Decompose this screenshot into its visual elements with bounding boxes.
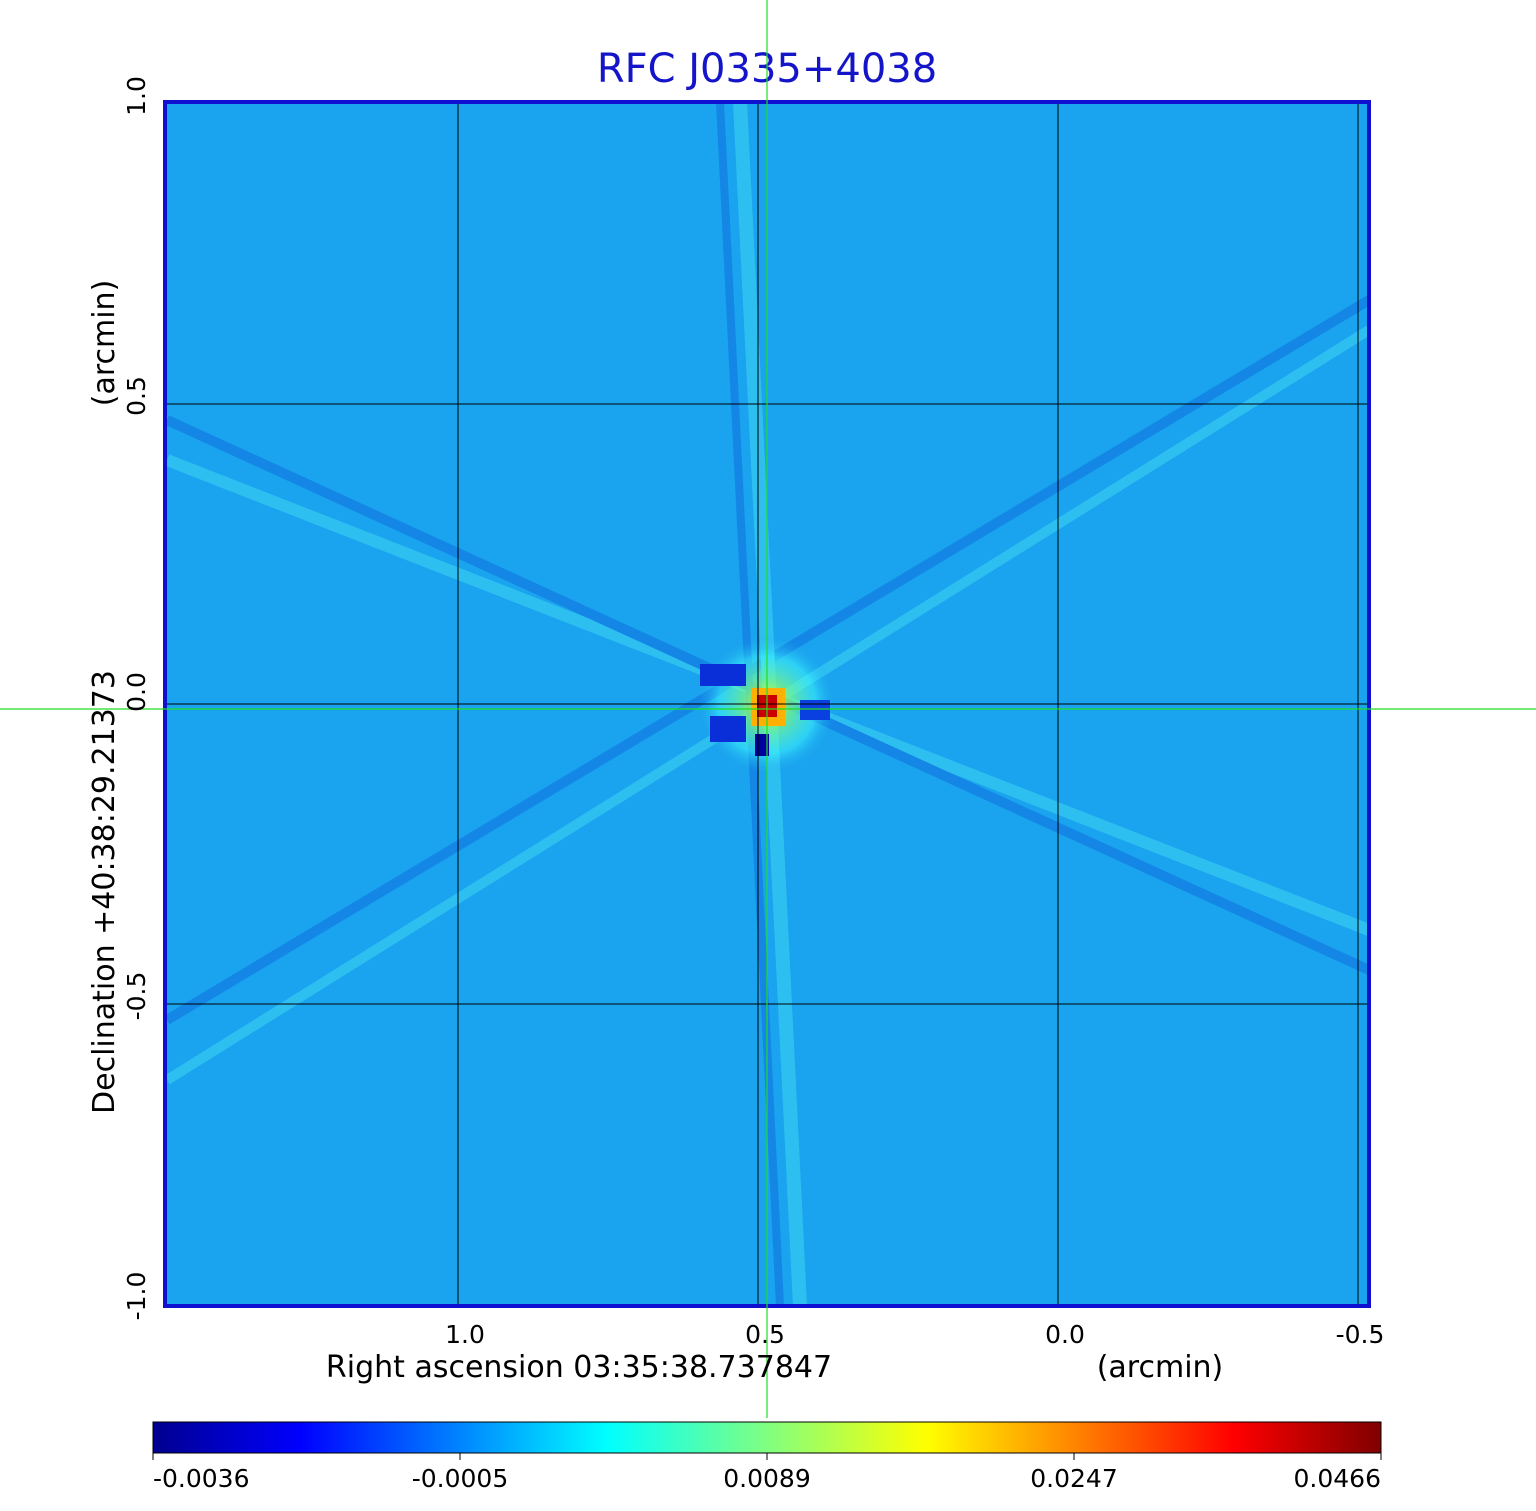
y-tick-label: -1.0: [122, 1272, 151, 1321]
x-tick-label: 0.5: [745, 1320, 785, 1349]
x-tick-label: 0.0: [1045, 1320, 1085, 1349]
x-tick-labels: 1.0 0.5 0.0 -0.5: [445, 1320, 1384, 1349]
x-axis-unit: (arcmin): [1097, 1350, 1224, 1385]
colorbar-ticks: [152, 1453, 1382, 1460]
y-tick-label: 0.0: [122, 672, 151, 712]
y-tick-label: 0.5: [122, 376, 151, 416]
colorbar-tick-label: -0.0036: [153, 1464, 250, 1493]
colorbar-tick-label: -0.0005: [412, 1464, 509, 1493]
x-axis-label: Right ascension 03:35:38.737847: [326, 1350, 832, 1385]
y-axis-unit: (arcmin): [87, 280, 122, 407]
colorbar-gradient: [152, 1421, 1382, 1454]
x-tick-label: -0.5: [1336, 1320, 1385, 1349]
colorbar: -0.0036 -0.0005 0.0089 0.0247 0.0466: [152, 1421, 1382, 1493]
y-tick-label: 1.0: [122, 76, 151, 116]
y-axis-label: Declination +40:38:29.21373: [87, 670, 122, 1114]
colorbar-tick-label: 0.0247: [1030, 1464, 1117, 1493]
colorbar-tick-label: 0.0466: [1294, 1464, 1381, 1493]
y-tick-labels: 1.0 0.5 0.0 -0.5 -1.0: [122, 76, 151, 1320]
coordinate-grid: [165, 102, 1369, 1306]
x-tick-label: 1.0: [445, 1320, 485, 1349]
y-tick-label: -0.5: [122, 972, 151, 1021]
crosshair[interactable]: [0, 0, 1536, 1418]
colorbar-tick-label: 0.0089: [723, 1464, 810, 1493]
